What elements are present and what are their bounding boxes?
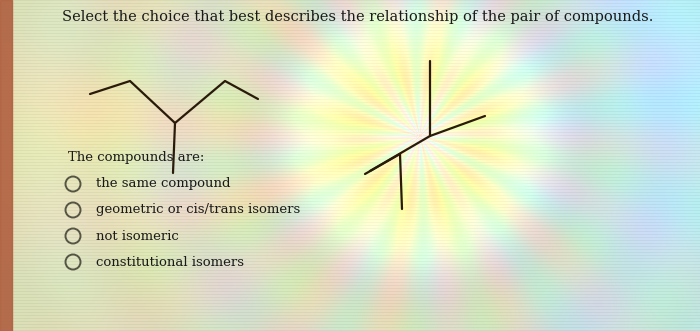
Text: constitutional isomers: constitutional isomers (96, 256, 244, 268)
Text: not isomeric: not isomeric (96, 229, 178, 243)
Text: The compounds are:: The compounds are: (68, 152, 204, 165)
Text: geometric or cis/trans isomers: geometric or cis/trans isomers (96, 204, 300, 216)
Text: Select the choice that best describes the relationship of the pair of compounds.: Select the choice that best describes th… (62, 10, 654, 24)
Text: the same compound: the same compound (96, 177, 230, 191)
Bar (0, 0, 12, 331)
